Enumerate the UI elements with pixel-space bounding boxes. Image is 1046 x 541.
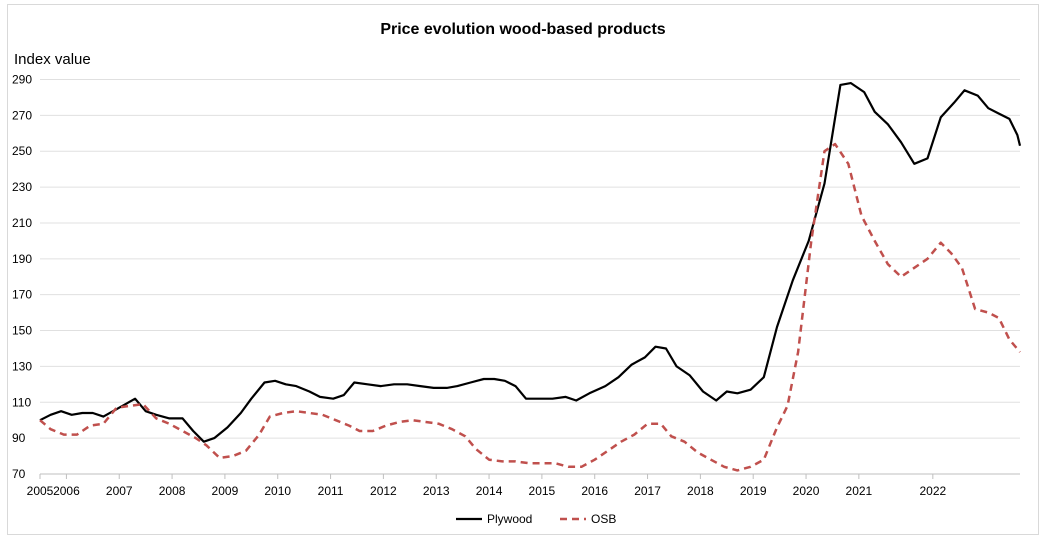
y-tick-230: 230 (12, 180, 32, 194)
x-tick-2018: 2018 (687, 484, 714, 498)
series-line-plywood (39, 82, 1022, 443)
x-tick-labels: 2005 2006 2007 2008 2009 2010 2011 2012 2013 2014… (27, 474, 947, 498)
x-tick-2019: 2019 (740, 484, 767, 498)
legend-label-osb: OSB (591, 512, 616, 526)
y-tick-70: 70 (12, 467, 26, 481)
x-tick-2010: 2010 (264, 484, 291, 498)
chart-frame (7, 4, 1039, 535)
x-tick-2017: 2017 (634, 484, 661, 498)
x-tick-2014: 2014 (476, 484, 503, 498)
x-tick-2021: 2021 (846, 484, 873, 498)
y-axis-label: Index value (14, 51, 91, 68)
y-tick-170: 170 (12, 288, 32, 302)
x-tick-2009: 2009 (212, 484, 239, 498)
chart-title: Price evolution wood-based products (380, 21, 665, 38)
y-tick-270: 270 (12, 108, 32, 122)
x-tick-2008: 2008 (159, 484, 186, 498)
x-tick-2022: 2022 (919, 484, 946, 498)
x-tick-2013: 2013 (423, 484, 450, 498)
gridlines (40, 79, 1020, 475)
x-tick-2020: 2020 (793, 484, 820, 498)
y-tick-labels: 70 90 110 130 150 170 190 210 230 250 270 290 (12, 73, 32, 482)
series-lines (39, 82, 1022, 472)
x-tick-2011: 2011 (318, 484, 344, 498)
y-tick-290: 290 (12, 73, 32, 87)
y-tick-90: 90 (12, 431, 26, 445)
x-tick-2012: 2012 (370, 484, 397, 498)
x-tick-2005: 2005 (27, 484, 54, 498)
y-tick-130: 130 (12, 359, 32, 373)
x-tick-2006: 2006 (53, 484, 80, 498)
y-tick-250: 250 (12, 144, 32, 158)
x-tick-2007: 2007 (106, 484, 133, 498)
x-tick-2016: 2016 (581, 484, 608, 498)
y-tick-150: 150 (12, 324, 32, 338)
y-tick-210: 210 (12, 216, 32, 230)
x-tick-2015: 2015 (529, 484, 556, 498)
legend-label-plywood: Plywood (487, 512, 532, 526)
series-line-osb (39, 142, 1021, 472)
y-tick-190: 190 (12, 252, 32, 266)
y-tick-110: 110 (12, 395, 31, 409)
legend: Plywood OSB (456, 512, 616, 526)
